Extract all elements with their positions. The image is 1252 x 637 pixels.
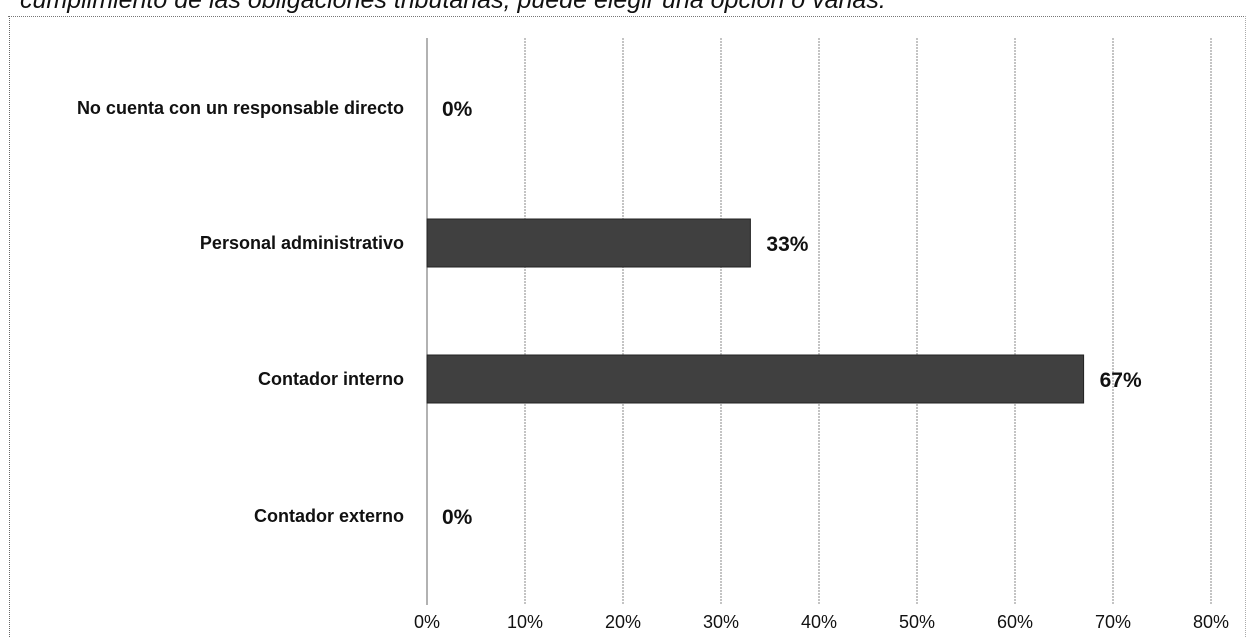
category-label: Personal administrativo	[200, 233, 404, 253]
x-tick-label: 30%	[703, 612, 739, 632]
frame-right-border	[1245, 16, 1246, 637]
category-label: No cuenta con un responsable directo	[77, 98, 404, 118]
x-tick-label: 50%	[899, 612, 935, 632]
x-tick-label: 60%	[997, 612, 1033, 632]
x-tick-label: 0%	[414, 612, 440, 632]
x-tick-label: 40%	[801, 612, 837, 632]
frame-left-border	[9, 16, 10, 637]
x-tick-label: 80%	[1193, 612, 1229, 632]
bar	[426, 354, 1085, 404]
bar	[426, 218, 751, 268]
x-tick-label: 20%	[605, 612, 641, 632]
data-label: 0%	[442, 98, 473, 121]
frame-top-border	[8, 16, 1246, 17]
category-label: Contador interno	[258, 369, 404, 389]
category-label: Contador externo	[254, 506, 404, 526]
chart-caption: cumplimiento de las obligaciones tributa…	[20, 0, 886, 14]
data-label: 67%	[1100, 369, 1142, 392]
data-label: 0%	[442, 506, 473, 529]
x-tick-label: 70%	[1095, 612, 1131, 632]
x-tick-label: 10%	[507, 612, 543, 632]
data-label: 33%	[766, 233, 808, 256]
